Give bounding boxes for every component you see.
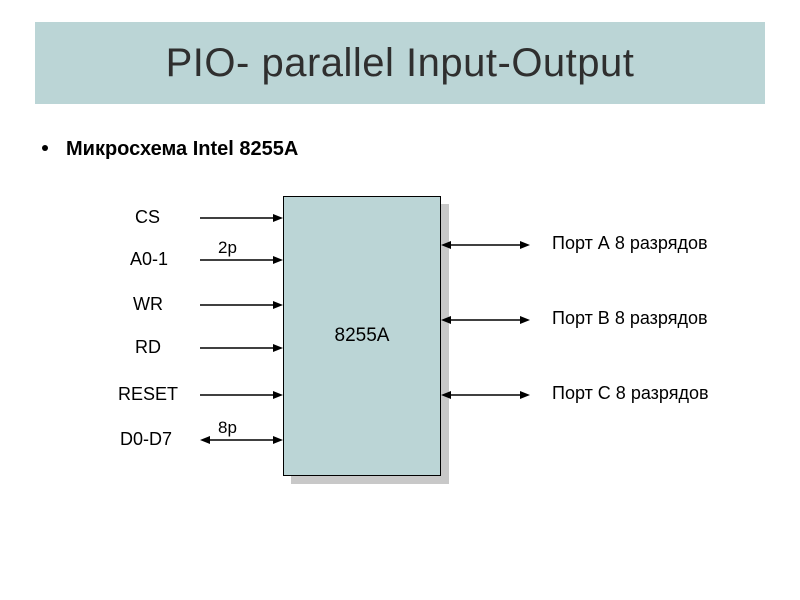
port-label-b: Порт В 8 разрядов [552,308,708,329]
pin-label-reset: RESET [118,384,178,405]
pin-label-wr: WR [133,294,163,315]
port-label-a: Порт А 8 разрядов [552,233,708,254]
bus-label-8p: 8р [218,418,237,438]
chip-8255a: 8255A [283,196,441,476]
pin-label-a01: A0-1 [130,249,168,270]
pin-label-rd: RD [135,337,161,358]
pin-label-cs: CS [135,207,160,228]
diagram: 8255A CS A0-1 WR RD RESET D0-D7 2р 8р По… [0,0,800,600]
port-label-c: Порт С 8 разрядов [552,383,709,404]
pin-label-d0d7: D0-D7 [120,429,172,450]
bus-label-2p: 2р [218,238,237,258]
chip-label: 8255A [335,325,390,347]
